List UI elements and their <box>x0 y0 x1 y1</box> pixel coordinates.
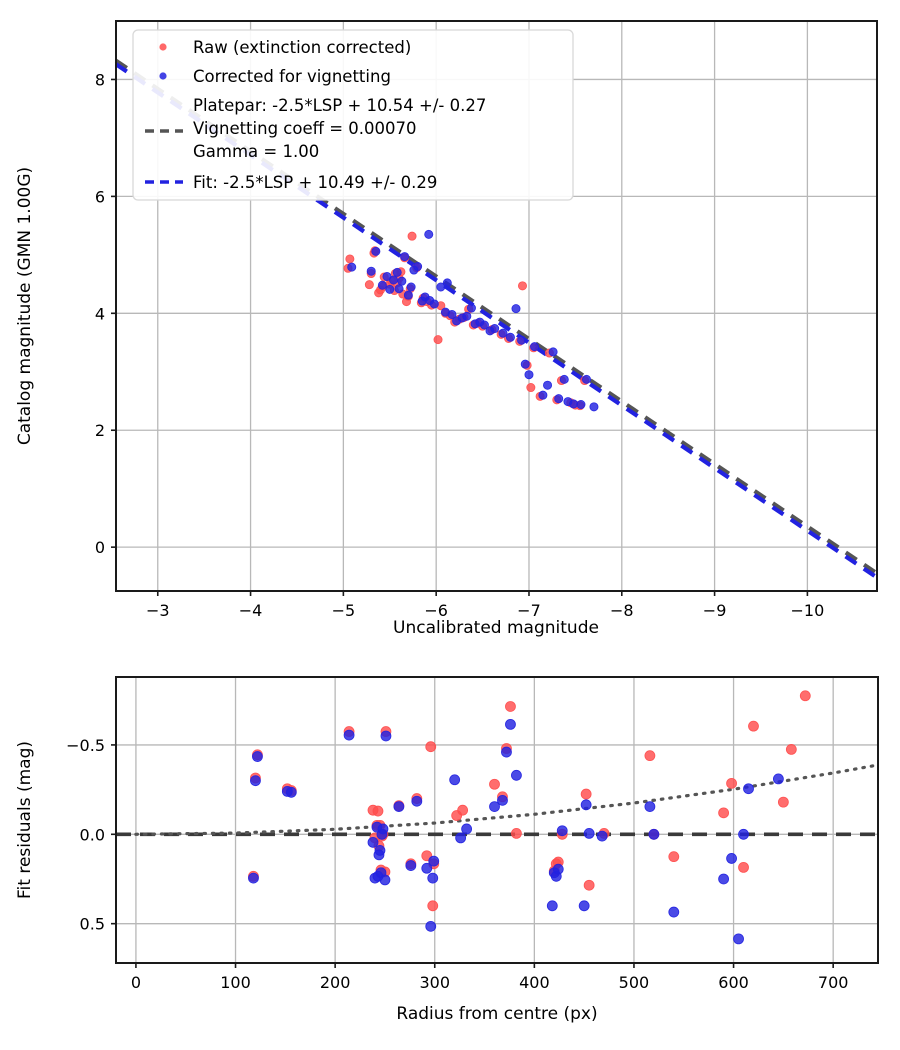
legend-label-vignetting-coeff: Vignetting coeff = 0.00070 <box>193 119 417 138</box>
legend-label-corrected: Corrected for vignetting <box>193 67 391 86</box>
legend-marker-raw-icon <box>159 43 167 51</box>
xtick-label: −3 <box>146 601 170 620</box>
bottom-panel-reference-lines <box>116 764 878 837</box>
ytick-label: 0.5 <box>80 915 105 934</box>
xtick-label: 600 <box>718 973 749 992</box>
legend-label-platepar: Platepar: -2.5*LSP + 10.54 +/- 0.27 <box>193 96 486 115</box>
legend-label-gamma: Gamma = 1.00 <box>193 142 319 161</box>
top-panel-scatter-points <box>343 229 599 412</box>
bottom-xaxis-label: Radius from centre (px) <box>396 1004 597 1024</box>
xtick-label: −10 <box>791 601 825 620</box>
xtick-label: −4 <box>239 601 263 620</box>
ytick-label: 0.0 <box>80 825 105 844</box>
xtick-label: 400 <box>519 973 550 992</box>
xtick-label: −5 <box>332 601 356 620</box>
xtick-label: 200 <box>320 973 351 992</box>
ytick-label: 6 <box>95 187 105 206</box>
xtick-label: 100 <box>220 973 251 992</box>
ytick-label: 8 <box>95 70 105 89</box>
ytick-label: 4 <box>95 304 105 323</box>
bottom-panel-scatter-points <box>248 690 811 945</box>
xtick-label: 700 <box>818 973 849 992</box>
xtick-label: −8 <box>610 601 634 620</box>
bottom-panel-frame <box>115 676 879 964</box>
ytick-label: 0 <box>95 538 105 557</box>
xtick-label: 300 <box>419 973 450 992</box>
ytick-label: 2 <box>95 421 105 440</box>
xtick-label: 0 <box>131 973 141 992</box>
legend-box <box>132 29 574 201</box>
residuals-panel: Radius from centre (px) Fit residuals (m… <box>15 676 879 1024</box>
ytick-label: −0.5 <box>66 736 105 755</box>
xtick-label: 500 <box>619 973 650 992</box>
xtick-label: −7 <box>517 601 541 620</box>
xtick-label: −9 <box>703 601 727 620</box>
legend-marker-corrected-icon <box>159 72 167 80</box>
top-xaxis-label: Uncalibrated magnitude <box>393 618 599 638</box>
legend: Raw (extinction corrected) Corrected for… <box>132 29 574 201</box>
bottom-yaxis-label: Fit residuals (mag) <box>15 741 35 899</box>
top-yaxis-label: Catalog magnitude (GMN 1.00G) <box>15 167 35 445</box>
legend-label-raw: Raw (extinction corrected) <box>193 38 411 57</box>
xtick-label: −6 <box>424 601 448 620</box>
legend-label-fit: Fit: -2.5*LSP + 10.49 +/- 0.29 <box>193 173 437 192</box>
top-panel-frame <box>115 20 878 592</box>
photometry-panel: Uncalibrated magnitude Catalog magnitude… <box>15 20 879 638</box>
